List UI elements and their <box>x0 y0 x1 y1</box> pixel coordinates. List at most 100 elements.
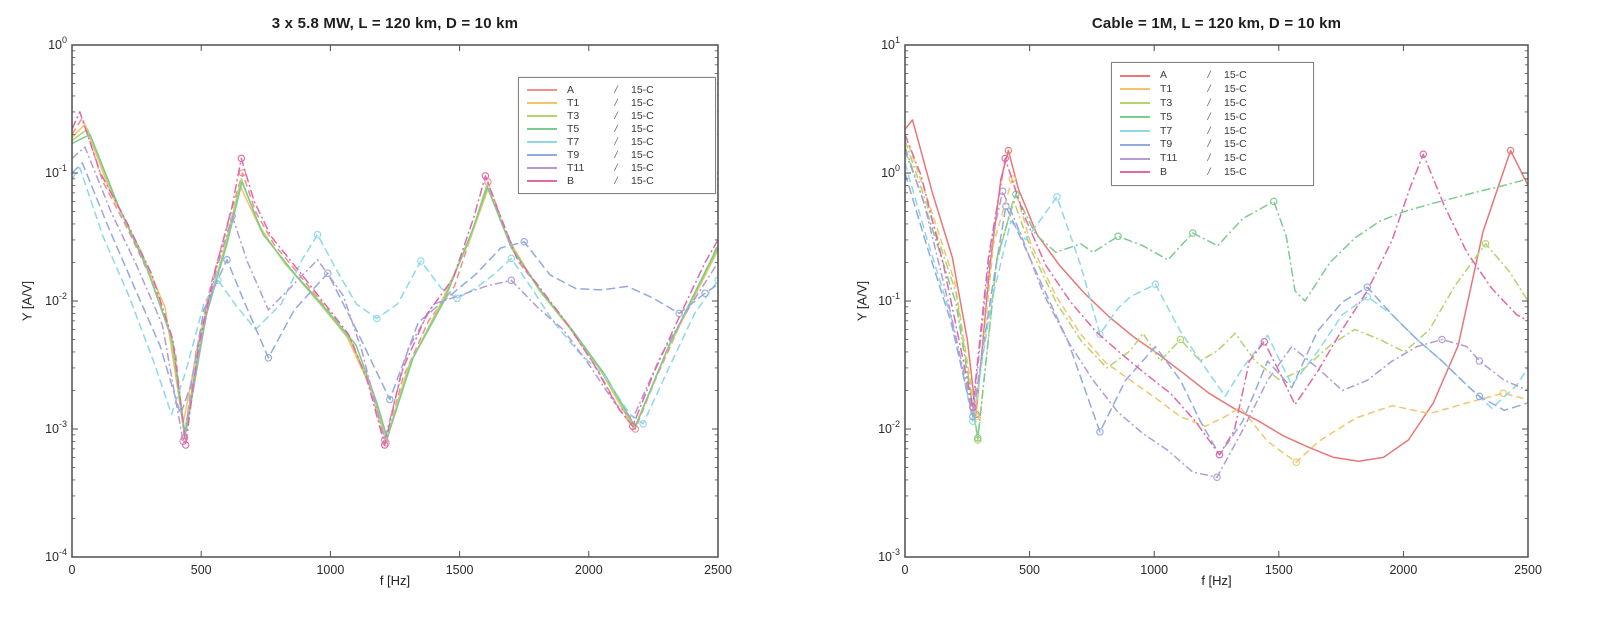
legend-row-T9: T9 / 15-C <box>527 150 707 161</box>
marker-T7 <box>417 257 425 265</box>
legend-swatch-T11 <box>1120 157 1150 160</box>
legend-swatch-T1 <box>527 101 557 104</box>
legend-label: T1 <box>1160 83 1173 96</box>
legend-temp-label: 15-C <box>631 96 654 109</box>
marker-A <box>1506 146 1515 155</box>
series-line-T11 <box>905 150 1528 478</box>
legend-label: T1 <box>567 96 580 109</box>
marker-T5 <box>974 434 982 442</box>
marker-T11 <box>228 212 236 220</box>
marker-T9 <box>1002 202 1010 210</box>
marker-T11 <box>507 276 516 285</box>
legend-label: B <box>567 174 575 187</box>
y-tick-label: 10-1 <box>878 291 900 308</box>
legend-row-T11: T11 / 15-C <box>527 163 707 174</box>
marker-T3 <box>1176 335 1185 344</box>
legend-separator: / <box>614 122 618 135</box>
legend-swatch-A <box>527 88 557 91</box>
legend-temp-label: 15-C <box>631 122 654 135</box>
series-line-T5 <box>905 146 1528 439</box>
legend-label: T7 <box>567 135 580 148</box>
marker-T9 <box>1096 428 1104 436</box>
legend-temp-label: 15-C <box>631 135 654 148</box>
legend-label: T7 <box>1160 124 1173 137</box>
marker-T9 <box>969 412 977 421</box>
marker-T9 <box>324 269 332 277</box>
x-tick-label: 2000 <box>1389 563 1417 577</box>
marker-B <box>380 441 389 449</box>
legend-swatch-T5 <box>1120 116 1150 119</box>
marker-T1 <box>1292 458 1300 466</box>
legend-swatch-T11 <box>527 167 557 170</box>
x-tick-label: 0 <box>69 563 76 577</box>
marker-T7 <box>1151 280 1160 289</box>
series-line-T5 <box>72 133 718 439</box>
y-tick-label: 101 <box>881 35 900 52</box>
series-line-T9 <box>905 172 1528 456</box>
y-tick-label: 10-2 <box>878 419 900 436</box>
legend-row-T3: T3 / 15-C <box>1120 98 1305 109</box>
marker-T9 <box>223 256 231 264</box>
legend-label: T5 <box>1160 110 1173 123</box>
legend-label: A <box>1160 69 1168 82</box>
legend-temp-label: 15-C <box>631 109 654 122</box>
legend-row-B: B / 15-C <box>1120 167 1305 178</box>
marker-B <box>1001 154 1009 163</box>
legend-temp-label: 15-C <box>631 83 654 96</box>
series-line-T9 <box>72 162 718 416</box>
legend-label: B <box>1160 166 1168 179</box>
legend-separator: / <box>1207 124 1211 137</box>
legend-row-T1: T1 / 15-C <box>1120 84 1305 95</box>
legend-separator: / <box>614 83 618 96</box>
legend-swatch-B <box>1120 171 1150 174</box>
left-chart-panel: 0 500 1000 1500 2000 2500 100 10-1 10-2 10-3 10-4 … <box>19 15 732 588</box>
legend-temp-label: 15-C <box>1224 152 1247 165</box>
legend-temp-label: 15-C <box>631 174 654 187</box>
series-group <box>72 111 718 449</box>
marker-B <box>1260 338 1269 346</box>
marker-T11 <box>1475 357 1484 365</box>
legend-temp-label: 15-C <box>1224 166 1247 179</box>
marker-A <box>484 178 492 186</box>
marker-T5 <box>1189 229 1197 237</box>
left-chart-canvas: 0 500 1000 1500 2000 2500 100 10-1 10-2 10-3 10-4 <box>45 35 732 577</box>
right-chart-title: Cable = 1M, L = 120 km, D = 10 km <box>1091 15 1342 32</box>
right-chart-canvas: 0 500 1000 1500 2000 2500 101 100 10-1 10-2 10-3 <box>878 35 1542 577</box>
legend-row-A: A / 15-C <box>1120 70 1305 81</box>
marker-T7 <box>373 314 381 323</box>
marker-T3 <box>1481 240 1490 248</box>
right-legend: A / 15-C T1 / 15-C T3 / 15-C T5 / 15-C T7 / 15-C T9 / 15-… <box>1111 62 1314 186</box>
legend-swatch-T9 <box>527 154 557 157</box>
marker-T11 <box>1438 335 1446 344</box>
x-tick-label: 1500 <box>1265 563 1293 577</box>
legend-row-T1: T1 / 15-C <box>527 98 707 109</box>
legend-separator: / <box>614 148 618 161</box>
legend-label: T11 <box>567 161 585 174</box>
y-tick-label: 10-2 <box>45 291 67 308</box>
y-tick-label: 100 <box>881 163 900 180</box>
x-tick-label: 1500 <box>446 563 474 577</box>
legend-swatch-T7 <box>1120 129 1150 132</box>
x-tick-label: 2500 <box>1514 563 1542 577</box>
marker-T7 <box>639 419 647 428</box>
marker-T7 <box>1053 193 1061 201</box>
legend-separator: / <box>614 96 618 109</box>
legend-swatch-T9 <box>1120 143 1150 146</box>
legend-label: A <box>567 83 575 96</box>
marker-B <box>181 441 190 449</box>
marker-T5 <box>1114 232 1122 241</box>
x-tick-label: 500 <box>1019 563 1040 577</box>
left-y-axis-label: Y [A/V] <box>19 280 35 322</box>
x-tick-label: 1000 <box>1140 563 1168 577</box>
legend-label: T9 <box>567 148 580 161</box>
legend-swatch-T3 <box>527 114 557 117</box>
legend-swatch-T1 <box>1120 88 1150 91</box>
legend-label: T3 <box>567 109 580 122</box>
legend-separator: / <box>614 109 618 122</box>
marker-T7 <box>214 276 222 285</box>
marker-T7 <box>1096 330 1104 338</box>
series-line-T1 <box>905 134 1528 463</box>
marker-B <box>481 172 490 180</box>
legend-row-T5: T5 / 15-C <box>1120 112 1305 123</box>
